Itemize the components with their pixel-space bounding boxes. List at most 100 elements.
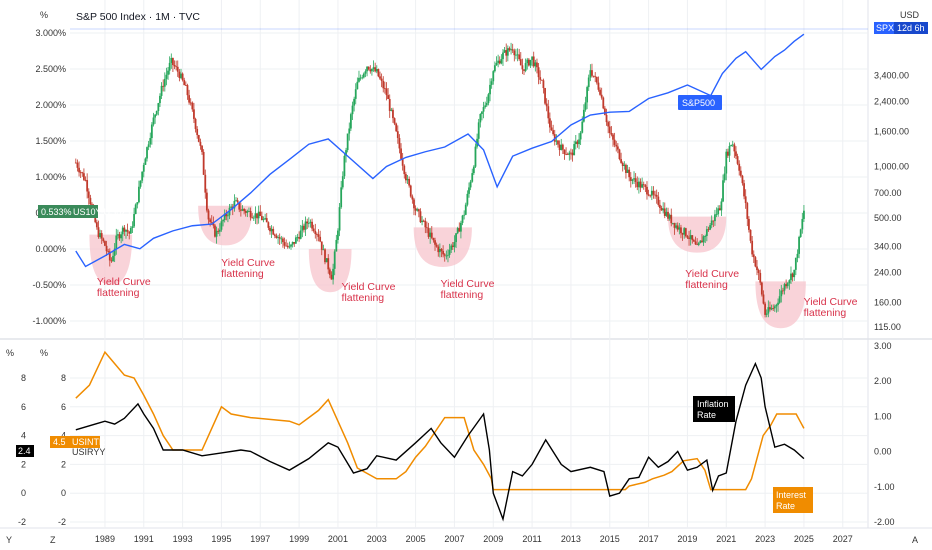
candle-body (168, 62, 171, 71)
candle-body (523, 69, 525, 71)
candle-body (78, 167, 80, 173)
rate-y-tick-inner: 8 (61, 373, 66, 383)
candle-body (377, 69, 380, 77)
candle-body (798, 236, 800, 254)
candle-body (670, 214, 673, 224)
candle-body (259, 211, 262, 216)
candle-body (654, 194, 656, 196)
candle-body (257, 211, 260, 219)
candle-body (152, 117, 155, 125)
candle-body (607, 122, 610, 127)
candle-body (573, 144, 576, 156)
candle-body (481, 111, 483, 115)
candle-body (694, 241, 697, 245)
candle-body (126, 229, 129, 232)
candle-body (359, 77, 362, 79)
candle-body (343, 155, 346, 177)
candle-body (160, 85, 163, 96)
candle-body (799, 229, 802, 237)
candle-body (176, 66, 179, 72)
candle-body (218, 229, 221, 232)
candle-body (712, 220, 715, 222)
candle-body (349, 114, 352, 129)
spread-tag-bg (38, 205, 98, 218)
candle-body (568, 152, 571, 155)
candle-body (579, 132, 582, 140)
candle-body (434, 240, 436, 245)
candle-body (309, 221, 312, 224)
spx-y-tick: 160.00 (874, 297, 902, 307)
x-tick-label: 2015 (600, 534, 620, 544)
candle-body (647, 194, 650, 196)
candle-body (222, 220, 224, 222)
x-tick-label: 1997 (250, 534, 270, 544)
interest-series-label: USINTR (72, 437, 106, 447)
candle-body (260, 215, 263, 221)
candle-body (108, 251, 111, 261)
candle-body (356, 81, 359, 90)
x-tick-label: 2021 (716, 534, 736, 544)
candle-body (626, 169, 629, 173)
candle-body (84, 179, 87, 181)
candle-body (620, 159, 622, 163)
candle-body (142, 164, 145, 172)
candle-body (409, 185, 412, 197)
candle-body (445, 255, 448, 257)
x-tick-label: 2011 (522, 534, 541, 544)
zoom-toggle[interactable]: Z (50, 535, 56, 545)
x-tick-label: 2005 (406, 534, 426, 544)
candle-body (327, 258, 330, 270)
candle-body (744, 196, 747, 204)
candle-body (644, 185, 647, 187)
candle-body (725, 151, 728, 174)
candle-body (515, 54, 517, 56)
candle-body (163, 78, 166, 87)
candle-body (320, 241, 323, 250)
candle-body (762, 294, 765, 304)
x-tick-label: 2013 (561, 534, 581, 544)
candle-body (696, 244, 699, 246)
candle-body (752, 254, 755, 258)
log-scale-toggle[interactable]: Y (6, 535, 12, 545)
spx-y-tick: 500.00 (874, 213, 902, 223)
annotation-line: Yield Curve (97, 276, 151, 288)
interest-label-text: Rate (776, 501, 795, 511)
annotation-line: Yield Curve (685, 268, 739, 280)
candle-body (733, 144, 736, 152)
candle-body (332, 268, 334, 280)
candle-body (485, 103, 488, 106)
x-tick-label: 2009 (483, 534, 503, 544)
rate-y-tick-outer: -2 (18, 517, 26, 527)
candle-body (341, 176, 344, 188)
sub-right-y-tick: -1.00 (874, 482, 895, 492)
candle-body (741, 175, 744, 184)
candle-body (282, 238, 284, 243)
candle-body (582, 109, 585, 122)
candle-body (89, 197, 92, 205)
inflation-rate-line[interactable] (75, 361, 805, 522)
spread-y-tick: 2.500% (35, 64, 66, 74)
candle-body (707, 229, 710, 231)
sub-right-y-tick: 1.00 (874, 411, 892, 421)
candle-body (589, 70, 592, 78)
candle-body (422, 220, 425, 222)
auto-scale-toggle[interactable]: A (912, 535, 918, 545)
spx-line[interactable] (75, 33, 805, 268)
candle-body (230, 206, 233, 208)
candle-body (416, 209, 419, 211)
candle-body (739, 170, 742, 176)
candle-body (615, 144, 618, 147)
interest-last-value: 4.5 (53, 437, 66, 447)
candle-body (319, 236, 322, 242)
candle-body (660, 207, 663, 211)
candle-body (534, 62, 537, 67)
candle-body (472, 166, 475, 174)
candle-body (296, 237, 299, 238)
spread-last-value: 0.533% (41, 207, 72, 217)
candle-body (709, 225, 711, 230)
candle-body (508, 48, 511, 51)
candle-body (212, 222, 215, 226)
candle-body (392, 109, 394, 119)
sub-right-y-tick: 3.00 (874, 341, 892, 351)
